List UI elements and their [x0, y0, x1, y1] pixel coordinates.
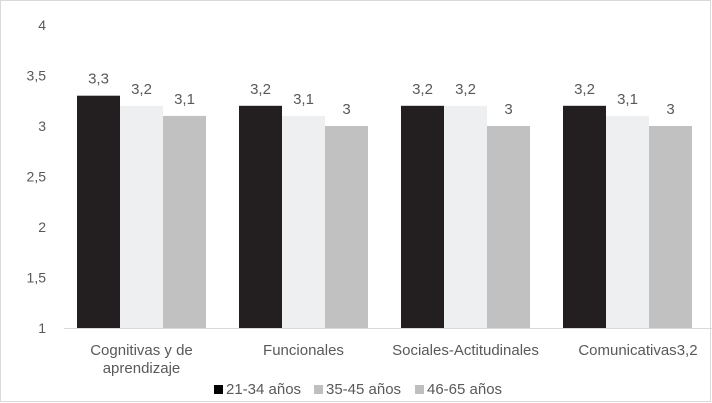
- legend-swatch-1: [214, 385, 223, 394]
- y-tick-label: 2,5: [27, 169, 47, 185]
- y-tick-label: 3: [38, 118, 46, 134]
- legend-label-3: 46-65 años: [427, 381, 502, 398]
- value-label-3-1: 3,1: [174, 91, 195, 108]
- y-tick-label: 3,5: [27, 68, 47, 84]
- y-tick-label: 4: [38, 17, 46, 33]
- value-label-1-4: 3,2: [574, 81, 595, 98]
- legend-swatch-3: [415, 385, 424, 394]
- bar-1-3: [401, 105, 444, 328]
- legend: 21-34 años 35-45 años 46-65 años: [214, 381, 502, 398]
- value-label-1-3: 3,2: [412, 81, 433, 98]
- category-label: Cognitivas y de: [90, 342, 193, 359]
- value-label-3-3: 3: [504, 101, 512, 118]
- y-tick-label: 1,5: [27, 270, 47, 286]
- annotation-label: 3,2: [677, 342, 698, 359]
- bar-3-3: [487, 126, 530, 328]
- y-tick-label: 2: [38, 219, 46, 235]
- category-label: Sociales-Actitudinales: [392, 342, 539, 359]
- bar-3-1: [163, 115, 206, 329]
- value-label-2-2: 3,1: [293, 91, 314, 108]
- bar-1-4: [563, 105, 606, 328]
- y-axis-ticks: 1 1,5 2 2,5 3 3,5 4: [27, 17, 47, 336]
- bar-3-4: [649, 126, 692, 328]
- bars: [77, 95, 692, 329]
- legend-label-1: 21-34 años: [226, 381, 301, 398]
- legend-label-2: 35-45 años: [326, 381, 401, 398]
- bar-3-2: [325, 126, 368, 328]
- bar-2-4: [606, 115, 649, 329]
- bar-2-2: [282, 115, 325, 329]
- bar-1-1: [77, 95, 120, 328]
- bar-2-3: [444, 105, 487, 328]
- bar-1-2: [239, 105, 282, 328]
- value-label-1-2: 3,2: [250, 81, 271, 98]
- value-label-1-1: 3,3: [88, 71, 109, 88]
- legend-swatch-2: [314, 385, 323, 394]
- value-label-2-4: 3,1: [617, 91, 638, 108]
- value-label-3-4: 3: [666, 101, 674, 118]
- bar-2-1: [120, 105, 163, 328]
- category-label: Funcionales: [263, 342, 344, 359]
- value-labels: 3,3 3,2 3,2 3,2 3,2 3,1 3,2 3,1 3,1 3 3 3: [88, 71, 675, 118]
- category-label: aprendizaje: [103, 360, 181, 377]
- value-label-2-3: 3,2: [455, 81, 476, 98]
- value-label-2-1: 3,2: [131, 81, 152, 98]
- category-label: Comunicativas: [578, 342, 676, 359]
- value-label-3-2: 3: [342, 101, 350, 118]
- y-tick-label: 1: [38, 320, 46, 336]
